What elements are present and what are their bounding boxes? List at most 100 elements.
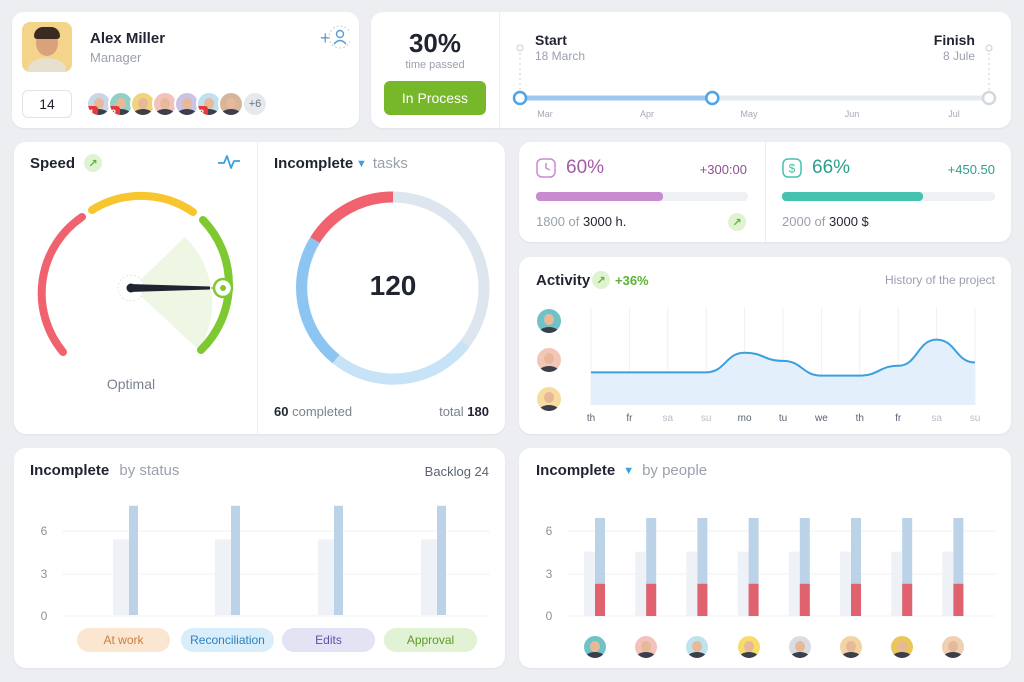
status-bar-front[interactable] bbox=[231, 505, 240, 615]
activity-day-label: sa bbox=[931, 413, 942, 424]
tasks-center-value: 120 bbox=[369, 270, 417, 301]
profile-avatar[interactable] bbox=[22, 22, 72, 72]
people-bar-back bbox=[584, 551, 595, 616]
hours-amount: 1800 of 3000 h. bbox=[536, 214, 626, 229]
activity-avatar[interactable] bbox=[535, 307, 563, 335]
status-pill-at-work[interactable]: At work bbox=[77, 628, 170, 652]
timeline-month-label: Mar bbox=[537, 109, 553, 119]
tasks-donut bbox=[296, 191, 490, 385]
person-avatar[interactable] bbox=[582, 634, 608, 660]
budget-bar-fill bbox=[782, 192, 923, 201]
activity-avatar[interactable] bbox=[535, 346, 563, 374]
tasks-dropdown[interactable]: ▼ tasks bbox=[356, 155, 408, 172]
people-bar-back bbox=[942, 551, 954, 616]
people-bar-total[interactable] bbox=[697, 518, 708, 616]
status-button[interactable]: In Process bbox=[384, 81, 486, 115]
people-ytick: 3 bbox=[546, 567, 553, 581]
people-bar-total[interactable] bbox=[851, 518, 861, 616]
time-passed-percent: 30% bbox=[408, 28, 462, 58]
people-bar-back bbox=[635, 551, 647, 616]
people-avatars bbox=[519, 634, 1011, 660]
profile-card: Alex Miller Manager + 14 1 2 8 +6 bbox=[12, 12, 359, 128]
status-bar-front[interactable] bbox=[334, 505, 343, 615]
start-label: Start bbox=[535, 32, 567, 48]
people-bar-overdue[interactable] bbox=[799, 583, 810, 616]
people-ytick: 6 bbox=[546, 524, 553, 538]
start-date: 18 March bbox=[535, 49, 586, 63]
people-bar-overdue[interactable] bbox=[902, 583, 913, 616]
people-chart-subtitle: by people bbox=[642, 462, 708, 479]
people-chart-heading: Incomplete ▼ by people bbox=[536, 462, 707, 479]
timeline-track: Mar Apr May Jun Jul bbox=[512, 44, 997, 119]
people-bar-overdue[interactable] bbox=[595, 583, 605, 616]
time-passed-label: time passed bbox=[405, 59, 465, 71]
person-avatar[interactable] bbox=[786, 634, 813, 660]
people-chart-card: Incomplete ▼ by people 6 3 0 bbox=[519, 448, 1011, 668]
speed-label: Optimal bbox=[106, 376, 156, 392]
pulse-icon[interactable] bbox=[218, 154, 240, 170]
people-bar-overdue[interactable] bbox=[646, 583, 657, 616]
people-chart-title: Incomplete bbox=[536, 462, 616, 479]
chevron-down-icon: ▼ bbox=[356, 157, 367, 170]
people-bar-overdue[interactable] bbox=[851, 583, 861, 616]
person-avatar[interactable] bbox=[940, 634, 967, 660]
status-ytick: 6 bbox=[41, 524, 48, 538]
team-avatar[interactable] bbox=[218, 91, 244, 117]
activity-history-link[interactable]: History of the project bbox=[884, 273, 995, 287]
status-bar-back bbox=[215, 539, 231, 615]
completed-label: completed bbox=[292, 404, 353, 419]
activity-line bbox=[590, 338, 976, 377]
speed-tasks-divider bbox=[257, 142, 258, 434]
metrics-divider bbox=[765, 142, 766, 242]
timeline-start-marker bbox=[512, 90, 528, 106]
completed-value: 60 bbox=[274, 404, 289, 419]
notification-badge: 1 bbox=[88, 106, 98, 115]
hours-percent: 60% bbox=[566, 157, 605, 178]
people-bar-overdue[interactable] bbox=[697, 583, 708, 616]
timeline-progress-handle bbox=[705, 90, 720, 106]
gauge-needle bbox=[129, 284, 210, 292]
more-members-button[interactable]: +6 bbox=[242, 91, 268, 117]
tasks-completed: 60 completed bbox=[274, 404, 352, 419]
people-bar-total[interactable] bbox=[646, 518, 657, 616]
gauge-red-arc bbox=[37, 213, 86, 356]
task-count-box[interactable]: 14 bbox=[22, 90, 72, 118]
people-bar-total[interactable] bbox=[595, 518, 605, 616]
people-bar-total[interactable] bbox=[953, 518, 964, 616]
add-user-button[interactable]: + bbox=[320, 24, 352, 52]
hours-bar-fill bbox=[536, 192, 664, 201]
people-bar-overdue[interactable] bbox=[748, 583, 759, 616]
status-bar-chart: 6 3 0 bbox=[41, 505, 490, 623]
status-bar-front[interactable] bbox=[437, 505, 446, 615]
metrics-card: 60% +300:00 1800 of 3000 h. ↗ $ 66% +450… bbox=[519, 142, 1011, 242]
task-count: 14 bbox=[39, 96, 55, 112]
dollar-icon: $ bbox=[782, 158, 802, 178]
status-pill-reconciliation[interactable]: Reconciliation bbox=[181, 628, 274, 652]
status-bar-front[interactable] bbox=[129, 505, 138, 615]
status-pill-edits[interactable]: Edits bbox=[282, 628, 375, 652]
person-avatar[interactable] bbox=[633, 634, 660, 660]
status-chart-title: Incomplete bbox=[30, 462, 110, 479]
gauge-yellow-arc bbox=[88, 191, 197, 216]
person-avatar[interactable] bbox=[838, 634, 864, 660]
person-avatar[interactable] bbox=[735, 634, 762, 660]
people-bar-total[interactable] bbox=[799, 518, 810, 616]
person-avatar[interactable] bbox=[684, 634, 711, 660]
tasks-dropdown-label: tasks bbox=[372, 155, 408, 172]
timeline-card: 30% time passed In Process Start 18 Marc… bbox=[371, 12, 1011, 128]
status-bar-back bbox=[318, 539, 334, 615]
person-avatar[interactable] bbox=[889, 634, 916, 660]
people-bar-total[interactable] bbox=[902, 518, 913, 616]
notification-badge: 2 bbox=[110, 106, 120, 115]
activity-day-label: tu bbox=[779, 413, 787, 424]
people-bar-total[interactable] bbox=[748, 518, 759, 616]
people-bar-overdue[interactable] bbox=[953, 583, 964, 616]
activity-avatar[interactable] bbox=[535, 385, 563, 413]
gauge-highlight bbox=[132, 237, 213, 350]
people-bar-back bbox=[840, 551, 851, 616]
status-pill-approval[interactable]: Approval bbox=[384, 628, 477, 652]
profile-role: Manager bbox=[90, 50, 142, 65]
activity-day-label: su bbox=[970, 413, 981, 424]
chevron-down-icon[interactable]: ▼ bbox=[623, 464, 635, 477]
activity-day-label: fr bbox=[626, 413, 633, 424]
